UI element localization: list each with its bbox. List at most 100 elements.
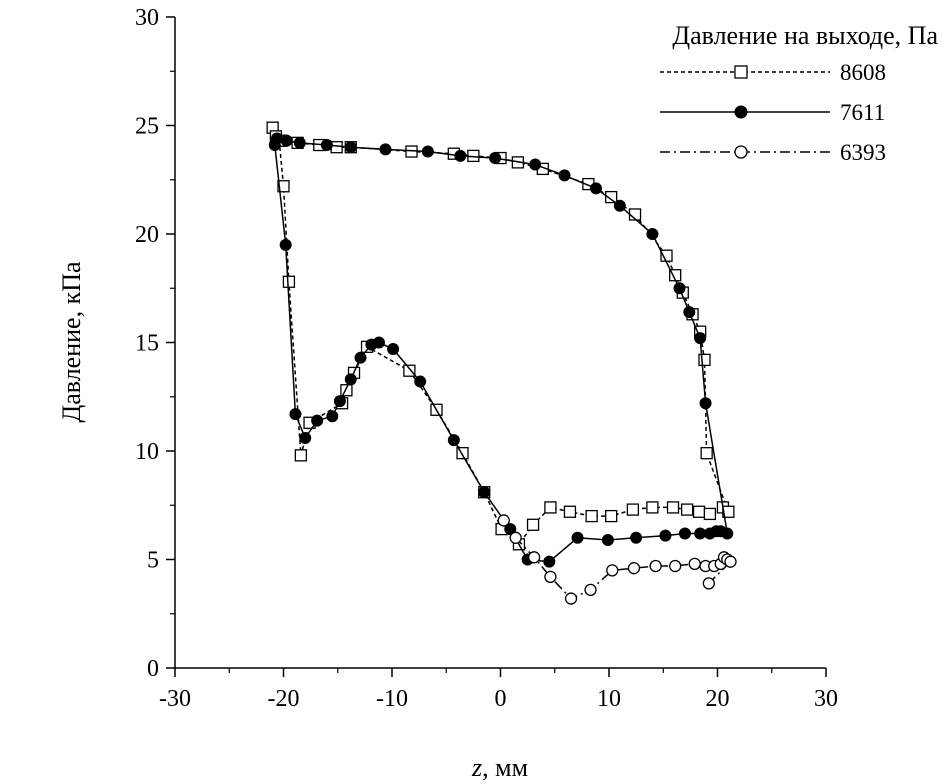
data-point bbox=[340, 384, 353, 397]
data-point bbox=[489, 152, 502, 165]
data-point bbox=[478, 486, 491, 499]
x-tick-label: 20 bbox=[706, 686, 730, 712]
data-point bbox=[447, 434, 460, 447]
data-point bbox=[270, 132, 283, 145]
data-point bbox=[330, 141, 343, 154]
series-8608 bbox=[266, 121, 735, 551]
x-tick-label: 30 bbox=[814, 686, 838, 712]
x-axis-variable: z bbox=[471, 753, 482, 782]
x-tick-label: -20 bbox=[268, 686, 300, 712]
data-point bbox=[626, 503, 640, 516]
data-point bbox=[326, 410, 339, 423]
legend-marker bbox=[734, 145, 748, 159]
data-point bbox=[280, 134, 293, 147]
y-tick-label: 0 bbox=[147, 656, 159, 682]
data-point bbox=[722, 505, 735, 518]
data-point bbox=[699, 397, 712, 410]
y-tick-label: 15 bbox=[135, 331, 159, 357]
data-point bbox=[527, 551, 541, 564]
data-point bbox=[421, 145, 434, 158]
data-point bbox=[646, 228, 659, 240]
data-point bbox=[680, 503, 694, 516]
legend-label: 7611 bbox=[840, 100, 885, 125]
legend: Давление на выходе, Па 8608 7611 6393 bbox=[660, 21, 938, 165]
x-tick-label: -10 bbox=[376, 686, 408, 712]
x-tick-label: -30 bbox=[159, 686, 191, 712]
series-6393 bbox=[497, 514, 737, 605]
x-axis-unit: , мм bbox=[482, 753, 528, 782]
data-point bbox=[294, 449, 308, 462]
data-point bbox=[721, 527, 734, 540]
data-point bbox=[694, 332, 707, 345]
data-point bbox=[387, 343, 400, 356]
data-point bbox=[700, 447, 713, 460]
data-point bbox=[379, 143, 392, 156]
data-point bbox=[293, 136, 306, 149]
y-tick-label: 20 bbox=[135, 222, 159, 248]
legend-marker bbox=[734, 105, 748, 119]
data-point bbox=[311, 414, 324, 427]
legend-label: 6393 bbox=[840, 140, 886, 165]
series-line bbox=[274, 137, 729, 563]
y-axis-label: Давление, кПа bbox=[57, 261, 86, 423]
data-point bbox=[456, 447, 469, 460]
data-point bbox=[605, 509, 618, 523]
data-point bbox=[703, 507, 717, 521]
series-layer bbox=[266, 121, 737, 605]
data-point bbox=[454, 149, 467, 162]
y-tick-label: 10 bbox=[135, 439, 159, 465]
data-point bbox=[649, 559, 662, 573]
data-point bbox=[529, 158, 542, 171]
data-point bbox=[563, 505, 577, 518]
data-point bbox=[605, 190, 618, 204]
data-point bbox=[414, 375, 427, 388]
data-point bbox=[688, 557, 701, 570]
data-point bbox=[558, 169, 571, 182]
series-line bbox=[271, 127, 731, 546]
data-point bbox=[646, 501, 659, 514]
data-point bbox=[678, 527, 691, 540]
data-point bbox=[333, 395, 346, 408]
data-point bbox=[403, 364, 416, 377]
axes: 0 5 10 15 20 25 30 -30 -20 -10 0 10 20 30 bbox=[135, 5, 838, 712]
data-point bbox=[692, 505, 706, 518]
data-point bbox=[564, 592, 578, 605]
data-point bbox=[585, 509, 598, 523]
data-point bbox=[673, 282, 686, 295]
data-point bbox=[372, 336, 385, 349]
data-point bbox=[277, 180, 290, 193]
x-tick-label: 0 bbox=[495, 686, 507, 712]
data-point bbox=[544, 570, 557, 584]
data-point bbox=[509, 531, 522, 544]
data-point bbox=[606, 564, 619, 577]
data-point bbox=[526, 518, 540, 531]
data-point bbox=[344, 373, 357, 386]
data-point bbox=[698, 353, 711, 367]
data-point bbox=[354, 351, 367, 364]
y-tick-label: 30 bbox=[135, 5, 159, 31]
x-axis-label: z, мм bbox=[471, 753, 528, 782]
data-point bbox=[589, 182, 602, 195]
y-tick-label: 25 bbox=[135, 114, 159, 140]
data-point bbox=[659, 529, 672, 542]
data-point bbox=[613, 199, 626, 212]
data-point bbox=[299, 431, 312, 444]
data-point bbox=[543, 555, 556, 568]
series-7611 bbox=[268, 132, 734, 568]
y-tick-label: 5 bbox=[147, 548, 159, 574]
x-tick-label: 10 bbox=[597, 686, 621, 712]
data-point bbox=[683, 306, 696, 319]
data-point bbox=[669, 559, 682, 573]
data-point bbox=[282, 275, 296, 288]
data-point bbox=[702, 577, 715, 590]
data-point bbox=[279, 238, 292, 251]
data-point bbox=[666, 501, 680, 514]
legend-title: Давление на выходе, Па bbox=[672, 21, 938, 50]
data-point bbox=[344, 141, 357, 154]
legend-marker bbox=[734, 65, 748, 79]
data-point bbox=[724, 555, 737, 568]
data-point bbox=[584, 583, 597, 597]
data-point bbox=[544, 501, 557, 514]
legend-label: 8608 bbox=[840, 60, 886, 85]
